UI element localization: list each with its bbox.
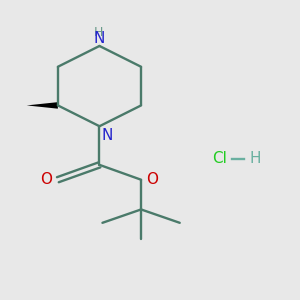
Text: Cl: Cl	[212, 152, 227, 166]
Polygon shape	[27, 102, 58, 109]
Text: N: N	[94, 31, 105, 46]
Text: H: H	[250, 152, 261, 166]
Text: N: N	[102, 128, 113, 143]
Text: H: H	[93, 26, 103, 39]
Text: O: O	[40, 172, 52, 187]
Text: O: O	[146, 172, 158, 187]
